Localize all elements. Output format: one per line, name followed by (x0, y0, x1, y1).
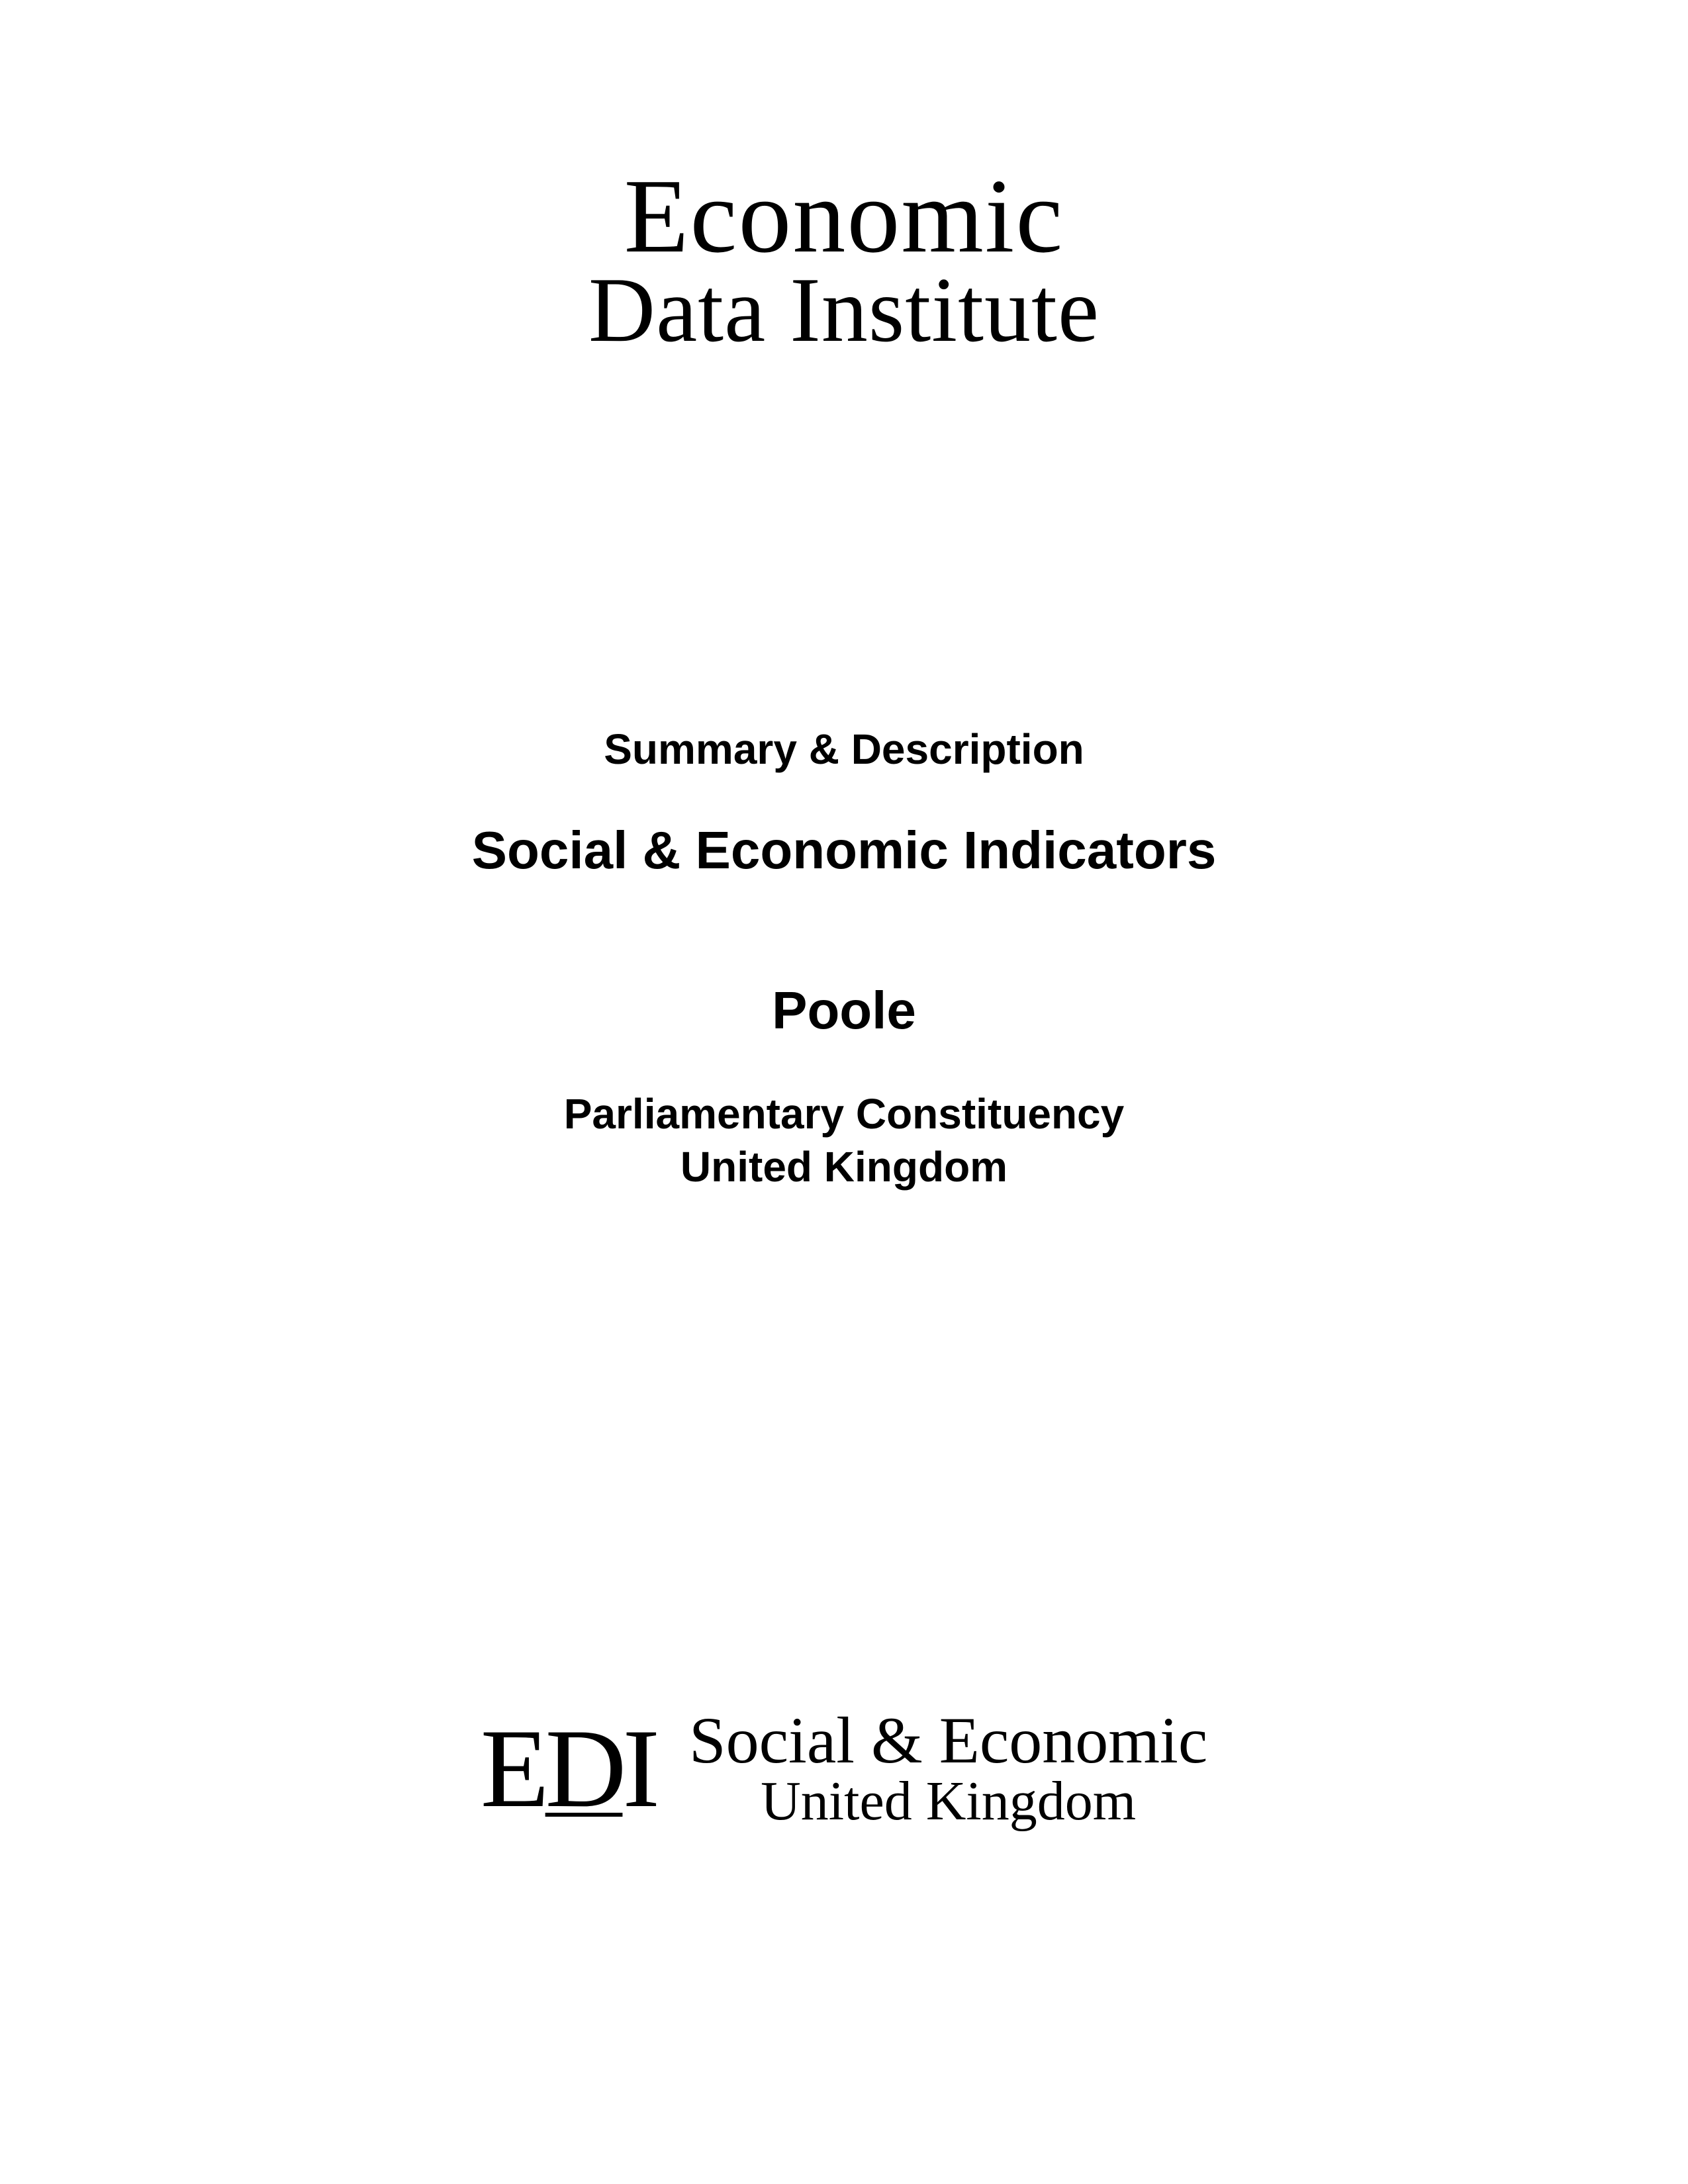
edi-letter-i: I (622, 1706, 656, 1831)
document-page: Economic Data Institute Summary & Descri… (0, 0, 1688, 2184)
bottom-logo-text: Social & Economic United Kingdom (689, 1707, 1207, 1829)
subtitle-line1: Parliamentary Constituency (472, 1087, 1217, 1140)
edi-letter-e: E (481, 1706, 545, 1831)
edi-letter-d: D (545, 1706, 623, 1831)
bottom-logo-line2: United Kingdom (689, 1774, 1207, 1829)
org-logo-line1: Economic (588, 165, 1100, 266)
constituency-name: Poole (472, 980, 1217, 1041)
title-block: Summary & Description Social & Economic … (472, 725, 1217, 1193)
org-logo-line2: Data Institute (588, 266, 1100, 354)
bottom-logo-line1: Social & Economic (689, 1707, 1207, 1774)
edi-logo-mark: EDI (481, 1712, 656, 1825)
summary-description-label: Summary & Description (472, 725, 1217, 774)
organization-logo-top: Economic Data Institute (588, 165, 1100, 354)
document-main-title: Social & Economic Indicators (472, 820, 1217, 881)
subtitle-block: Parliamentary Constituency United Kingdo… (472, 1087, 1217, 1193)
bottom-logo-block: EDI Social & Economic United Kingdom (0, 1707, 1688, 1829)
subtitle-line2: United Kingdom (472, 1140, 1217, 1193)
